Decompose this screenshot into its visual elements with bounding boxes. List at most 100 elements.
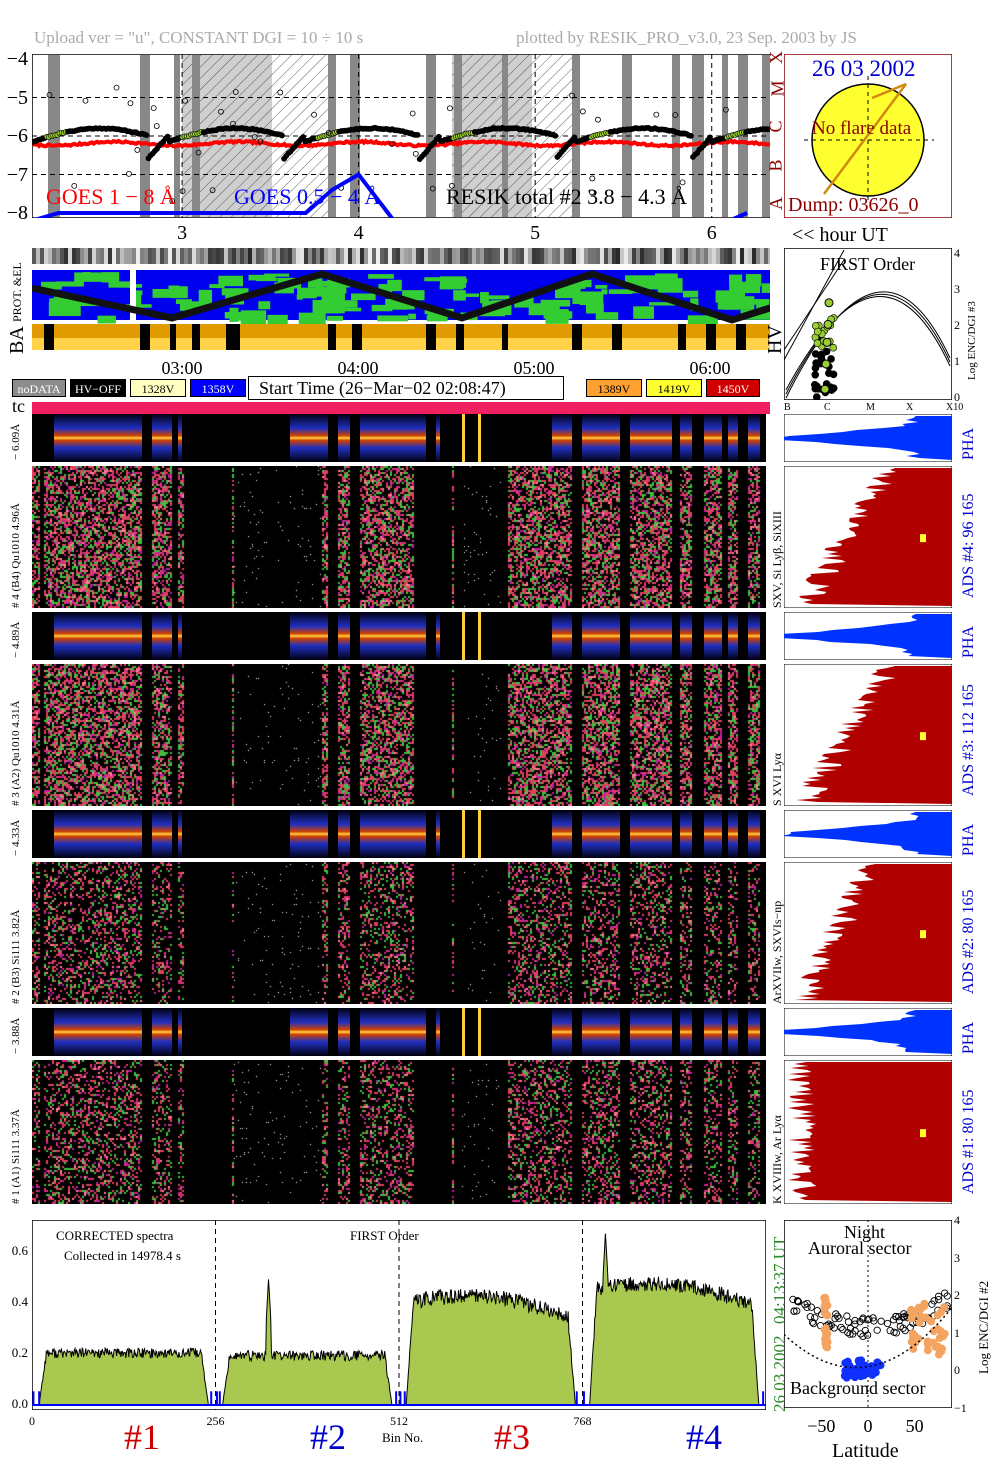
- gray-bar-cell: [280, 248, 284, 264]
- spec-hist-fill: [796, 666, 952, 804]
- gray-bar-cell: [184, 248, 188, 264]
- gray-bar-cell: [136, 248, 140, 264]
- gap-band-5: [350, 55, 360, 217]
- hv-off-segment: [44, 324, 54, 350]
- gray-bar-cell: [388, 248, 392, 264]
- lat-xtick-0: −50: [807, 1416, 836, 1436]
- gray-bar-cell: [296, 248, 300, 264]
- gray-bar-cell: [500, 248, 504, 264]
- gray-bar-cell: [360, 248, 364, 264]
- lat-black-point: [901, 1326, 909, 1335]
- goes-label-1-8: GOES 1 − 8 Å: [46, 184, 176, 209]
- land-patch: [171, 286, 188, 299]
- land-patch: [535, 305, 560, 311]
- gray-bar-cell: [556, 248, 560, 264]
- land-patch: [267, 314, 288, 327]
- pha-gap: [454, 612, 462, 660]
- land-patch: [321, 293, 345, 301]
- spectrogram-label-4: # 4 (B4) Qu1010 4.96Å: [10, 503, 22, 608]
- lat-ytick-0: 4: [954, 1213, 960, 1227]
- gray-bar-cell: [396, 248, 400, 264]
- spectrogram-label-2: # 2 (B3) Si111 3.82Å: [10, 909, 22, 1004]
- land-patch: [402, 290, 425, 301]
- pha-side-2: PHA: [960, 823, 977, 856]
- gray-bar-cell: [332, 248, 336, 264]
- gray-bar-cell: [72, 248, 76, 264]
- gray-bar-cell: [68, 248, 72, 264]
- hour-tick-6: 6: [706, 222, 717, 244]
- resik-outlier: [150, 105, 157, 112]
- gray-bar-cell: [324, 248, 328, 264]
- gray-bar-cell: [140, 248, 144, 264]
- first-point: [813, 339, 822, 348]
- resik-outlier: [429, 185, 436, 192]
- orbit-track: [32, 270, 770, 324]
- hv-off-segment: [328, 324, 336, 350]
- gray-bar-cell: [420, 248, 424, 264]
- pha-hist-fill: [784, 416, 952, 460]
- land-patch: [687, 315, 718, 325]
- pha-tick: [478, 810, 481, 858]
- resik-point: [688, 133, 694, 139]
- first-curve-0: [785, 291, 951, 399]
- gray-bar-cell: [244, 248, 248, 264]
- gray-bar-cell: [760, 248, 764, 264]
- detector-label-3: #3: [494, 1417, 530, 1457]
- gray-bar-cell: [608, 248, 612, 264]
- hv-off-segment: [678, 324, 686, 350]
- hv-off-segment: [736, 324, 746, 350]
- first-ytick-1: 1: [954, 354, 960, 368]
- gray-bar-cell: [224, 248, 228, 264]
- gray-bar-cell: [356, 248, 360, 264]
- hv-off-segment: [226, 324, 240, 350]
- first-point: [812, 359, 820, 367]
- gray-bar-cell: [748, 248, 752, 264]
- gray-bar-cell: [768, 248, 770, 264]
- lat-ytick-3: 1: [954, 1325, 960, 1340]
- land-patch: [608, 289, 633, 294]
- spec-hist-marker: [920, 732, 926, 741]
- corr-area-#1: [39, 1348, 209, 1404]
- gray-bar-cell: [508, 248, 512, 264]
- land-patch: [424, 277, 444, 282]
- lat-black-point: [846, 1330, 854, 1338]
- gray-bar-cell: [116, 248, 120, 264]
- spectrogram-label-1: # 1 (A1) Si111 3.37Å: [10, 1109, 22, 1204]
- lat-black-point: [832, 1310, 840, 1318]
- pha-gap: [738, 612, 748, 660]
- gray-bar-cell: [692, 248, 696, 264]
- gray-bar-cell: [552, 248, 556, 264]
- pha-gap: [672, 810, 680, 858]
- pha-side-4: PHA: [960, 427, 977, 460]
- resik-outlier: [46, 91, 53, 98]
- gray-bar-cell: [628, 248, 632, 264]
- pha-gap: [572, 1008, 582, 1056]
- lat-black-point: [892, 1312, 900, 1321]
- lat-black-point: [928, 1300, 936, 1308]
- gray-bar-cell: [152, 248, 156, 264]
- gray-bar-cell: [720, 248, 724, 264]
- gray-bar-cell: [624, 248, 628, 264]
- gray-bar-cell: [288, 248, 292, 264]
- gray-bar-cell: [264, 248, 268, 264]
- gray-bar-cell: [764, 248, 768, 264]
- goes-ytick-2: −6: [6, 125, 28, 147]
- spectrum-histogram-4: [784, 466, 952, 608]
- land-patch: [326, 315, 344, 321]
- first-point: [811, 370, 820, 379]
- pha-gap: [738, 414, 748, 462]
- resik-outlier: [388, 141, 395, 147]
- gray-bar-cell: [448, 248, 452, 264]
- gray-bar-cell: [56, 248, 60, 264]
- lat-black-point: [863, 1331, 872, 1339]
- pha-histogram-4: [784, 414, 952, 462]
- pha-gap: [722, 612, 728, 660]
- land-patch: [101, 272, 120, 283]
- lat-orange-point: [909, 1344, 918, 1353]
- lat-black-point: [794, 1298, 803, 1306]
- legend-1328v: 1328V: [130, 379, 186, 397]
- gray-bar-cell: [40, 248, 44, 264]
- gray-bar-cell: [412, 248, 416, 264]
- gray-bar-cell: [100, 248, 104, 264]
- lat-blue-point: [843, 1371, 852, 1380]
